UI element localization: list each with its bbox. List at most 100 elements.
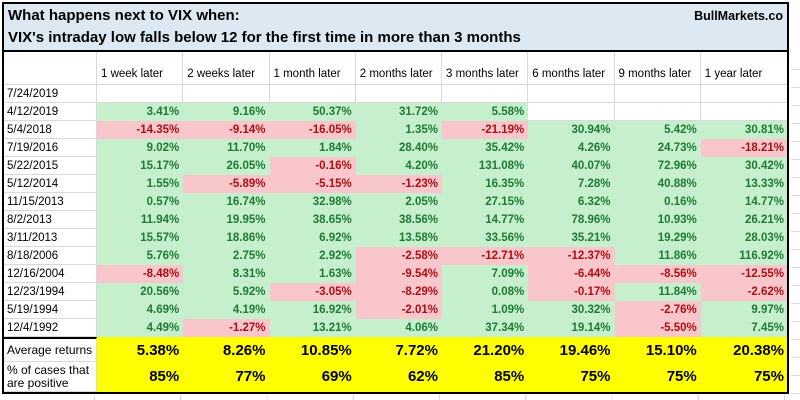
value-cell: -21.19% [442, 121, 529, 139]
value-cell: 13.21% [269, 319, 356, 337]
value-cell: 11.86% [614, 247, 701, 265]
value-cell: -14.35% [97, 121, 184, 139]
value-cell: -3.05% [269, 283, 356, 301]
summary-value: 15.10% [614, 337, 701, 362]
value-cell: 0.16% [614, 193, 701, 211]
value-cell: 4.20% [355, 157, 442, 175]
value-cell: -6.44% [528, 265, 615, 283]
value-cell: 35.42% [442, 139, 529, 157]
value-cell: 7.09% [442, 265, 529, 283]
summary-value: 69% [269, 362, 356, 392]
date-cell: 3/11/2013 [4, 229, 97, 247]
value-cell: 18.86% [183, 229, 270, 247]
date-cell: 12/23/1994 [4, 283, 97, 301]
value-cell: 4.26% [528, 139, 615, 157]
value-cell: 50.37% [269, 103, 356, 121]
value-cell: 37.34% [442, 319, 529, 337]
value-cell: 0.08% [442, 283, 529, 301]
value-cell: 1.84% [269, 139, 356, 157]
date-cell: 5/4/2018 [4, 121, 97, 139]
value-cell: -2.01% [355, 301, 442, 319]
value-cell [528, 85, 615, 103]
value-cell: 131.08% [442, 157, 529, 175]
value-cell: -1.23% [355, 175, 442, 193]
value-cell: 0.57% [97, 193, 184, 211]
title-line-2: VIX's intraday low falls below 12 for th… [8, 29, 521, 46]
value-cell: 26.05% [183, 157, 270, 175]
value-cell [528, 103, 615, 121]
column-header: 2 months later [355, 52, 442, 85]
value-cell: 30.42% [700, 157, 787, 175]
value-cell: 8.31% [183, 265, 270, 283]
summary-value: 85% [97, 362, 184, 392]
title-block: What happens next to VIX when: BullMarke… [2, 2, 789, 52]
summary-value: 75% [614, 362, 701, 392]
value-cell: 16.92% [269, 301, 356, 319]
value-cell: -9.54% [355, 265, 442, 283]
value-cell: -2.62% [700, 283, 787, 301]
value-cell: -16.05% [269, 121, 356, 139]
value-cell: 116.92% [700, 247, 787, 265]
column-header [4, 52, 97, 85]
column-header: 1 month later [269, 52, 356, 85]
value-cell: 5.58% [442, 103, 529, 121]
title-line-1: What happens next to VIX when: [8, 7, 240, 24]
column-header: 9 months later [614, 52, 701, 85]
value-cell: 7.45% [700, 319, 787, 337]
column-header: 1 year later [700, 52, 787, 85]
summary-value: 21.20% [442, 337, 529, 362]
value-cell [700, 103, 787, 121]
value-cell: 33.56% [442, 229, 529, 247]
brand-watermark: BullMarkets.co [694, 9, 783, 23]
value-cell: 24.73% [614, 139, 701, 157]
date-cell: 8/18/2006 [4, 247, 97, 265]
value-cell: 9.97% [700, 301, 787, 319]
value-cell: 6.32% [528, 193, 615, 211]
sheet-gridlines-right [791, 52, 800, 394]
value-cell: 5.76% [97, 247, 184, 265]
value-cell: -8.56% [614, 265, 701, 283]
value-cell: -12.71% [442, 247, 529, 265]
column-header: 6 months later [528, 52, 615, 85]
date-cell: 7/24/2019 [4, 85, 97, 103]
value-cell: 3.41% [97, 103, 184, 121]
sheet-gridlines-bottom [2, 395, 790, 400]
value-cell: 32.98% [269, 193, 356, 211]
date-cell: 11/15/2013 [4, 193, 97, 211]
value-cell: 1.09% [442, 301, 529, 319]
date-cell: 7/19/2016 [4, 139, 97, 157]
vix-returns-table: 1 week later 2 weeks later 1 month later 2 … [2, 52, 789, 394]
value-cell: 31.72% [355, 103, 442, 121]
summary-value: 19.46% [528, 337, 615, 362]
value-cell [614, 103, 701, 121]
value-cell: 4.69% [97, 301, 184, 319]
value-cell: 10.93% [614, 211, 701, 229]
value-cell [700, 85, 787, 103]
summary-value: 75% [700, 362, 787, 392]
value-cell: -8.29% [355, 283, 442, 301]
value-cell: 14.77% [700, 193, 787, 211]
value-cell: 2.92% [269, 247, 356, 265]
value-cell: 1.35% [355, 121, 442, 139]
value-cell: -9.14% [183, 121, 270, 139]
value-cell: 28.40% [355, 139, 442, 157]
value-cell: -2.58% [355, 247, 442, 265]
value-cell [269, 85, 356, 103]
summary-label: Average returns [4, 337, 97, 362]
value-cell: 11.94% [97, 211, 184, 229]
date-cell: 5/12/2014 [4, 175, 97, 193]
column-header: 3 months later [442, 52, 529, 85]
value-cell: 2.05% [355, 193, 442, 211]
summary-value: 77% [183, 362, 270, 392]
value-cell: 4.49% [97, 319, 184, 337]
value-cell: -12.55% [700, 265, 787, 283]
value-cell: 13.33% [700, 175, 787, 193]
value-cell [442, 85, 529, 103]
value-cell: 40.07% [528, 157, 615, 175]
value-cell: 19.14% [528, 319, 615, 337]
value-cell: 19.29% [614, 229, 701, 247]
date-cell: 5/22/2015 [4, 157, 97, 175]
value-cell: 15.57% [97, 229, 184, 247]
value-cell: 1.55% [97, 175, 184, 193]
date-cell: 12/4/1992 [4, 319, 97, 337]
